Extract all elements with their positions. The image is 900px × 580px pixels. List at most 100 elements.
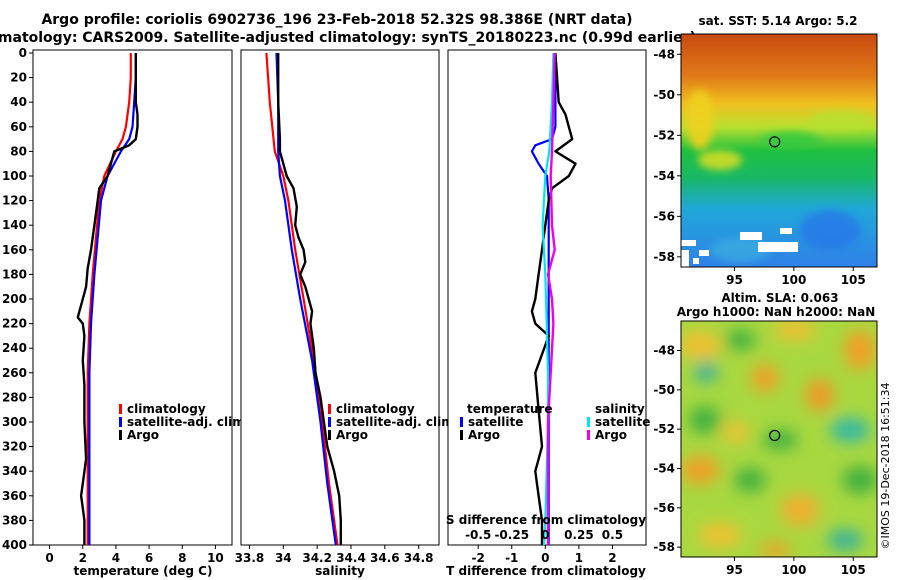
series-salinity-argo [546,52,556,545]
y-tick-label: 40 [10,95,27,109]
x-tick-label: 1 [575,551,583,565]
map-y-tick-label: -58 [653,540,675,554]
legend-label-argo: Argo [336,428,368,442]
y-tick-label: 200 [2,292,27,306]
series-argo [277,53,342,545]
title-line-1: Argo profile: coriolis 6902736_196 23-Fe… [41,12,632,28]
s-difference-xlabel: S difference from climatology [446,513,646,527]
legend-label-satellite: satellite-adj. clim. [127,415,249,429]
y-tick-label: 260 [2,366,27,380]
legend-label-s-satellite: satellite [595,415,650,429]
s-x-tick-label: -0.5 [465,528,491,542]
map-y-tick-label: -52 [653,422,675,436]
map-y-tick-label: -58 [653,250,675,264]
legend-swatch-satellite [328,417,331,427]
sla-map: Altim. SLA: 0.063 Argo h1000: NaN h2000:… [653,291,878,577]
series-salinity-satellite [541,52,555,546]
x-tick-label: -1 [505,551,518,565]
argo-position-marker [769,429,781,442]
legend-swatch-s-satellite [587,417,590,427]
y-tick-label: 300 [2,415,27,429]
legend-swatch-argo [119,430,122,440]
series-climatology [86,53,132,545]
y-tick-label: 160 [2,243,27,257]
title-line-2: Climatology: CARS2009. Satellite-adjuste… [0,30,696,46]
map-y-tick-label: -56 [653,501,675,515]
difference-panel: -2 -1 0 1 2 T difference from climatology S … [446,49,650,578]
x-tick-label: 10 [207,551,224,565]
map-x-tick-label: 100 [781,563,806,577]
y-tick-label: 120 [2,194,27,208]
y-tick-label: 20 [10,71,27,85]
x-tick-label: 2 [79,551,87,565]
map-y-tick-label: -48 [653,344,675,358]
credit-stamp: ©IMOS 19-Dec-2018 16:51:34 [879,383,892,550]
legend-label-s-argo: Argo [595,428,627,442]
legend-title-temperature: temperature [467,402,552,416]
argo-position-marker [769,136,781,148]
legend-swatch-t-argo [460,430,463,440]
map-y-tick-label: -54 [653,169,675,183]
s-x-tick-label: 0 [541,528,549,542]
salinity-axes [240,49,440,546]
map-x-tick-label: 105 [841,273,866,287]
x-tick-label: 2 [608,551,616,565]
legend-swatch-satellite [119,417,122,427]
y-tick-label: 380 [2,513,27,527]
legend-swatch-argo [328,430,331,440]
y-tick-label: 220 [2,317,27,331]
map-x-tick-label: 95 [726,563,743,577]
legend-label-t-argo: Argo [468,428,500,442]
legend-label-t-satellite: satellite [468,415,523,429]
s-x-tick-label: 0.5 [602,528,623,542]
y-tick-label: 180 [2,267,27,281]
y-tick-label: 360 [2,489,27,503]
map-y-tick-label: -50 [653,383,675,397]
x-tick-label: 33.8 [235,551,265,565]
y-tick-label: 340 [2,464,27,478]
legend-swatch-climatology [119,404,122,414]
x-tick-label: 34.8 [404,551,434,565]
x-tick-label: 34.2 [302,551,332,565]
sla-map-title: Altim. SLA: 0.063 [721,291,838,305]
map-y-tick-label: -50 [653,88,675,102]
s-x-tick-label: 0.25 [564,528,594,542]
x-tick-label: 34.4 [336,551,366,565]
legend-title-salinity: salinity [595,402,645,416]
sla-map-subtitle: Argo h1000: NaN h2000: NaN [677,305,876,319]
y-tick-label: 0 [19,46,27,60]
y-tick-label: 280 [2,390,27,404]
y-tick-label: 320 [2,440,27,454]
legend-swatch-t-satellite [460,417,463,427]
salinity-legend: climatology satellite-adj. clim. Argo [328,402,458,442]
map-x-tick-label: 95 [726,273,743,287]
series-climatology [265,52,339,546]
temperature-legend: climatology satellite-adj. clim. Argo [119,402,249,442]
map-x-tick-label: 105 [841,563,866,577]
difference-legend: temperature satellite Argo salinity sate… [460,402,650,442]
y-tick-label: 60 [10,120,27,134]
salinity-xlabel: salinity [315,564,365,578]
series-satellite-adj-clim- [275,52,337,546]
temperature-xlabel: temperature (deg C) [74,564,213,578]
map-x-tick-label: 100 [781,273,806,287]
sla-field [681,321,877,557]
s-x-tick-label: -0.25 [494,528,529,542]
legend-label-climatology: climatology [127,402,206,416]
map-y-tick-label: -54 [653,462,675,476]
legend-label-climatology: climatology [336,402,415,416]
sst-map: sat. SST: 5.14 Argo: 5.2 95 100 105 -48 -50 -… [653,14,878,287]
legend-swatch-s-argo [587,430,590,440]
x-tick-label: 6 [145,551,153,565]
x-tick-label: 8 [178,551,186,565]
temperature-axes [32,49,233,546]
x-tick-label: 0 [45,551,53,565]
map-y-tick-label: -56 [653,209,675,223]
sst-map-title: sat. SST: 5.14 Argo: 5.2 [698,14,857,28]
legend-swatch-climatology [328,404,331,414]
x-tick-label: -2 [472,551,485,565]
t-difference-xlabel: T difference from climatology [446,564,646,578]
temperature-panel: 0 2 4 6 8 10020406080100120140160180200220240… [2,46,249,578]
salinity-panel: 33.8 34 34.2 34.4 34.6 34.8 salinity climatol… [235,49,458,578]
